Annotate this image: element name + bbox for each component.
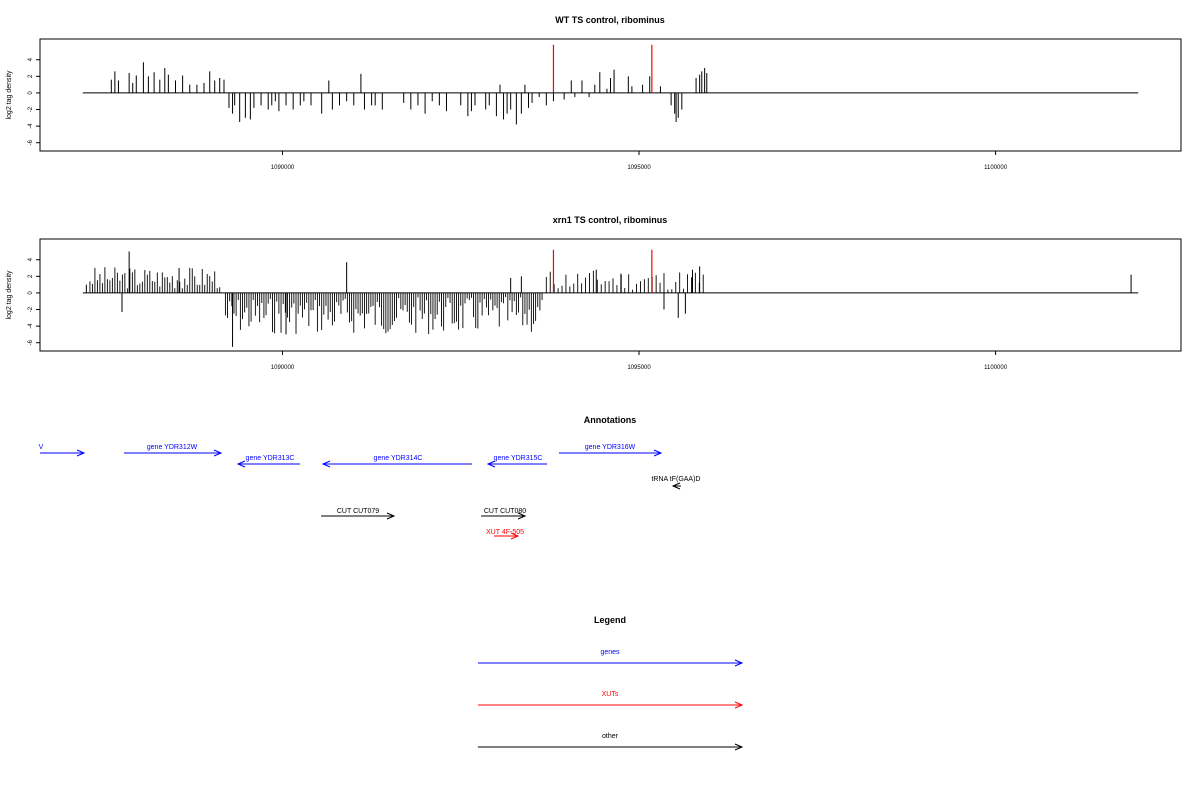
arrowhead-icon: [653, 449, 663, 457]
y-tick-label: -2: [28, 106, 34, 112]
wt-track-marks: [82, 44, 1139, 125]
arrowhead-icon: [236, 460, 246, 468]
legend-item: genes: [478, 649, 744, 667]
x-tick-label: 1100000: [984, 165, 1008, 171]
y-tick-label: -4: [28, 123, 34, 129]
arrowhead-icon: [76, 449, 86, 457]
arrowhead-icon: [734, 743, 744, 751]
arrowhead-icon: [386, 512, 396, 520]
feature-label: CUT CUT080: [484, 508, 526, 515]
annotation-feature: XUT 4F-505: [486, 529, 524, 540]
annotation-feature: gene YDR312W: [124, 444, 223, 457]
annotations-title: Annotations: [584, 415, 637, 425]
wt-plot-frame: [39, 38, 1182, 152]
xrn1-track-marks: [82, 249, 1139, 347]
y-tick-label: 0: [28, 291, 34, 295]
legend-title: Legend: [594, 615, 626, 625]
annotation-feature: V: [39, 444, 86, 457]
annotation-feature: gene YDR316W: [559, 444, 663, 457]
y-tick-label: 2: [28, 274, 34, 278]
feature-label: gene YDR313C: [246, 455, 295, 462]
legend-label: XUTs: [602, 691, 619, 698]
feature-label: XUT 4F-505: [486, 529, 524, 536]
arrowhead-icon: [671, 482, 681, 490]
y-tick-label: 4: [28, 57, 34, 61]
feature-label: gene YDR315C: [494, 455, 543, 462]
legend-item: other: [478, 733, 744, 751]
feature-label: gene YDR314C: [374, 455, 423, 462]
x-tick-label: 1095000: [627, 365, 651, 371]
y-tick-label: -6: [28, 339, 34, 345]
legend-item: XUTs: [478, 691, 744, 709]
xrn1-track-panel: xrn1 TS control, ribominus log2 tag dens…: [6, 215, 1182, 371]
y-tick-label: 0: [28, 91, 34, 95]
annotation-feature: gene YDR314C: [321, 455, 472, 468]
feature-label: gene YDR316W: [585, 444, 636, 451]
x-tick-label: 1090000: [271, 165, 295, 171]
y-tick-label: -6: [28, 139, 34, 145]
xrn1-plot-frame: [39, 238, 1182, 352]
legend-label: other: [602, 733, 619, 740]
annotation-feature: CUT CUT079: [321, 508, 396, 520]
arrowhead-icon: [517, 512, 527, 520]
xrn1-axes: -6 -4 -2 0 2 4 1090000 1095000 1100000: [28, 257, 1008, 371]
wt-track-title: WT TS control, ribominus: [555, 15, 665, 25]
feature-label: CUT CUT079: [337, 508, 379, 515]
y-tick-label: 2: [28, 74, 34, 78]
xrn1-track-title: xrn1 TS control, ribominus: [553, 215, 668, 225]
x-tick-label: 1095000: [627, 165, 651, 171]
wt-y-axis-label: log2 tag density: [6, 70, 13, 120]
annotation-feature: gene YDR315C: [486, 455, 547, 468]
arrowhead-icon: [321, 460, 331, 468]
arrowhead-icon: [734, 701, 744, 709]
y-tick-label: -4: [28, 323, 34, 329]
annotation-feature: CUT CUT080: [481, 508, 527, 520]
xrn1-y-axis-label: log2 tag density: [6, 270, 13, 320]
arrowhead-icon: [213, 449, 223, 457]
arrowhead-icon: [734, 659, 744, 667]
annotation-feature: tRNA tF(GAA)D: [651, 476, 701, 490]
wt-axes: -6 -4 -2 0 2 4 1090000 1095000 1100000: [28, 57, 1008, 171]
legend-label: genes: [600, 649, 620, 656]
x-tick-label: 1090000: [271, 365, 295, 371]
annotation-feature: gene YDR313C: [236, 455, 300, 468]
feature-label: tRNA tF(GAA)D: [651, 476, 700, 483]
legend-items: genes XUTs other: [478, 649, 744, 751]
feature-label: V: [39, 444, 44, 451]
wt-track-panel: WT TS control, ribominus log2 tag densit…: [6, 15, 1182, 171]
arrowhead-icon: [486, 460, 496, 468]
x-tick-label: 1100000: [984, 365, 1008, 371]
y-tick-label: -2: [28, 306, 34, 312]
y-tick-label: 4: [28, 257, 34, 261]
feature-label: gene YDR312W: [147, 444, 198, 451]
arrowhead-icon: [510, 532, 520, 540]
legend-panel: Legend genes XUTs other: [478, 615, 744, 751]
